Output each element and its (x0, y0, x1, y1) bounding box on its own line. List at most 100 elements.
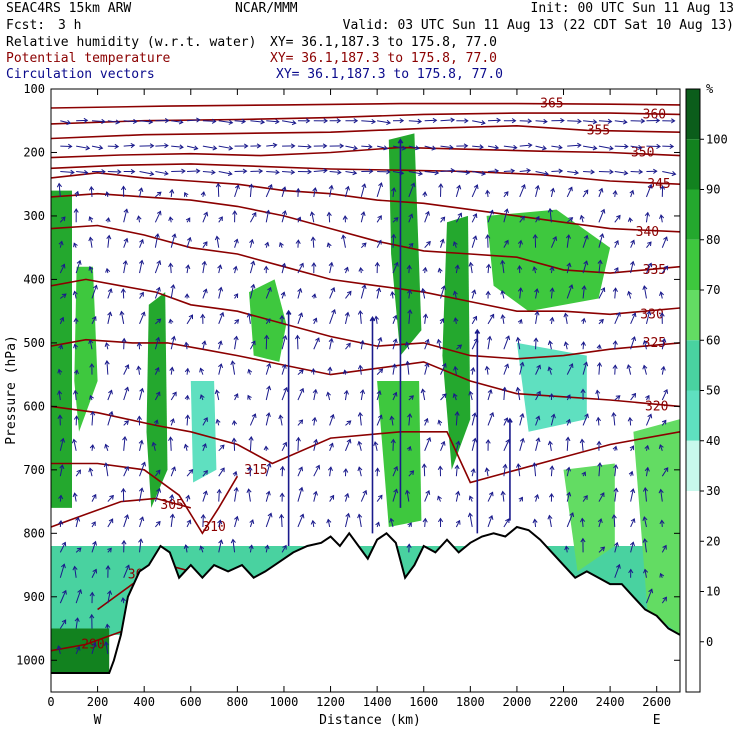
circulation-vector (75, 547, 82, 553)
circulation-vector-head (233, 335, 239, 341)
circulation-vector (313, 187, 316, 197)
circulation-vector-head (377, 414, 383, 420)
circulation-vector (170, 284, 174, 299)
updraft-vector-head (507, 417, 513, 423)
rh-shading-layer (51, 133, 680, 673)
circulation-vector (360, 242, 367, 249)
colorbar-label: 40 (706, 434, 720, 448)
circulation-vector (184, 444, 188, 451)
circulation-vector-head (425, 210, 430, 216)
circulation-vector (202, 120, 216, 122)
circulation-vector (454, 366, 457, 375)
circulation-vector-head (263, 445, 269, 451)
circulation-vector (297, 263, 304, 274)
circulation-vector-head (496, 117, 502, 123)
circulation-vector (614, 542, 618, 553)
circulation-vector (582, 342, 585, 350)
circulation-vector-head (662, 596, 667, 602)
circulation-vector (170, 392, 177, 401)
circulation-vector (281, 210, 286, 223)
circulation-vector (218, 287, 222, 299)
circulation-vector-head (101, 169, 106, 175)
circulation-vector-head (627, 290, 632, 296)
colorbar-label: 70 (706, 283, 720, 297)
circulation-vector-head (488, 515, 494, 520)
circulation-vector-head (517, 239, 523, 245)
circulation-vector (472, 120, 485, 124)
circulation-vector-head (124, 465, 129, 471)
circulation-vector-head (547, 366, 553, 372)
circulation-vector (281, 292, 285, 299)
circulation-vector (313, 318, 317, 325)
circulation-vector-head (468, 261, 474, 267)
circulation-vector-head (156, 191, 162, 197)
circulation-vector (501, 260, 505, 274)
circulation-vector (250, 120, 265, 123)
circulation-vector (234, 516, 238, 528)
y-tick-label: 100 (23, 82, 45, 96)
circulation-vector (453, 393, 457, 401)
circulation-vector-head (57, 368, 63, 374)
circulation-vector-head (120, 487, 127, 493)
circulation-vector-head (414, 145, 420, 151)
circulation-vector-head (655, 117, 661, 124)
circulation-vector-head (89, 591, 95, 597)
circulation-vector-head (234, 515, 239, 521)
circulation-vector (91, 541, 97, 553)
circulation-vector (139, 440, 143, 451)
circulation-vector-head (437, 495, 442, 501)
circulation-vector (643, 285, 647, 299)
circulation-vector (76, 171, 88, 174)
circulation-vector-head (426, 436, 432, 442)
circulation-vector (218, 120, 233, 124)
circulation-vector (630, 336, 636, 350)
circulation-vector-head (549, 465, 555, 471)
rh-region (377, 381, 422, 527)
circulation-vector (154, 521, 161, 528)
circulation-vector (281, 263, 286, 274)
circulation-vector (155, 145, 168, 147)
circulation-vector (297, 467, 303, 477)
circulation-vector-head (494, 144, 500, 150)
circulation-vector (297, 514, 304, 528)
circulation-vector (661, 420, 667, 426)
circulation-vector (170, 336, 175, 350)
circulation-vector (392, 315, 397, 325)
circulation-vector (376, 415, 382, 426)
circulation-vector (660, 489, 663, 502)
circulation-vector-head (275, 169, 280, 175)
circulation-vector (614, 312, 621, 325)
circulation-vector (596, 390, 600, 401)
circulation-vector-head (149, 143, 155, 149)
circulation-vector (519, 216, 525, 223)
circulation-vector-head (658, 488, 664, 494)
circulation-vector-head (534, 310, 540, 316)
circulation-vector (249, 519, 254, 528)
circulation-vector (613, 514, 616, 528)
circulation-vector-head (330, 287, 336, 292)
circulation-vector-head (484, 467, 490, 473)
circulation-vector-head (72, 389, 79, 395)
circulation-vector (107, 495, 114, 502)
circulation-vector-head (485, 189, 491, 195)
circulation-vector-head (105, 623, 111, 629)
circulation-vector-head (374, 261, 380, 267)
theta-contour (51, 462, 239, 535)
circulation-vector-head (533, 337, 539, 342)
circulation-vector-head (264, 241, 270, 247)
circulation-vector-head (486, 263, 492, 269)
circulation-vector (392, 234, 395, 248)
circulation-vector-head (202, 288, 208, 294)
model-title: SEAC4RS 15km ARW (6, 1, 131, 16)
circulation-vector-head (631, 392, 637, 398)
circulation-vector (358, 441, 362, 451)
circulation-vector-head (322, 143, 328, 149)
circulation-vector-head (249, 238, 255, 244)
circulation-vector (327, 392, 331, 401)
circulation-vector-head (92, 540, 97, 546)
circulation-vector-head (663, 388, 669, 394)
circulation-vector-head (408, 242, 414, 248)
circulation-vector-head (76, 259, 82, 265)
circulation-vector-head (247, 466, 253, 471)
circulation-vector (487, 492, 494, 502)
